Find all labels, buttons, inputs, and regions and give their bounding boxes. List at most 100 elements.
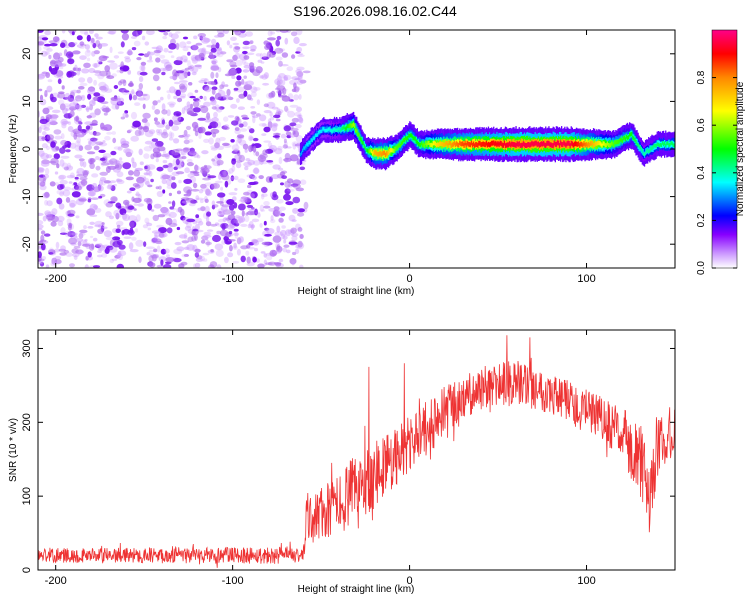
noise-blob xyxy=(86,34,91,42)
noise-blob xyxy=(233,202,238,209)
noise-blob xyxy=(233,175,239,181)
ridge-cell xyxy=(545,143,547,148)
noise-blob xyxy=(200,183,207,189)
noise-blob xyxy=(139,161,144,166)
noise-blob xyxy=(269,116,275,121)
noise-blob xyxy=(115,159,120,164)
ridge-cell xyxy=(650,146,652,151)
noise-blob xyxy=(76,89,81,94)
ridge-cell xyxy=(537,141,539,147)
noise-blob xyxy=(275,262,282,267)
ridge-cell xyxy=(464,140,466,146)
ridge-cell xyxy=(304,146,306,150)
noise-blob xyxy=(215,72,219,79)
ridge-cell xyxy=(488,142,491,148)
noise-blob xyxy=(142,112,151,119)
noise-blob xyxy=(97,223,106,229)
noise-blob xyxy=(197,64,202,69)
noise-blob xyxy=(265,262,273,266)
ridge-cell xyxy=(577,142,579,147)
noise-blob xyxy=(143,146,153,152)
noise-blob xyxy=(260,209,266,212)
noise-blob xyxy=(161,178,167,185)
noise-blob xyxy=(73,255,78,260)
noise-blob xyxy=(178,234,188,239)
noise-blob xyxy=(226,88,231,96)
noise-blob xyxy=(81,68,90,74)
ridge-cell xyxy=(669,142,671,147)
noise-blob xyxy=(218,88,223,91)
noise-blob xyxy=(255,53,262,57)
noise-blob xyxy=(242,143,249,150)
noise-blob xyxy=(123,199,130,206)
noise-blob xyxy=(117,95,121,102)
noise-blob xyxy=(162,189,166,194)
noise-blob xyxy=(210,47,217,53)
ridge-cell xyxy=(518,141,520,147)
noise-blob xyxy=(258,175,264,180)
noise-blob xyxy=(132,94,138,101)
noise-blob xyxy=(170,182,177,189)
noise-blob xyxy=(263,103,269,108)
noise-blob xyxy=(192,171,200,175)
ridge-cell xyxy=(414,136,416,141)
noise-blob xyxy=(132,197,142,203)
noise-blob xyxy=(246,204,254,208)
colorbar-label: Normalized spectral amplitude xyxy=(735,81,746,216)
noise-blob xyxy=(223,94,231,99)
noise-blob xyxy=(160,248,167,255)
ridge-cell xyxy=(388,150,390,155)
noise-blob xyxy=(282,235,288,240)
noise-blob xyxy=(195,165,200,171)
noise-blob xyxy=(98,61,103,65)
noise-blob xyxy=(53,52,61,60)
noise-blob xyxy=(104,135,111,141)
noise-blob xyxy=(110,196,118,203)
noise-blob xyxy=(154,145,161,152)
noise-blob xyxy=(84,144,92,151)
noise-blob xyxy=(146,170,151,176)
noise-blob xyxy=(153,248,158,253)
noise-blob xyxy=(204,237,208,241)
noise-blob xyxy=(94,244,101,249)
noise-blob xyxy=(138,53,145,56)
ridge-cell xyxy=(428,140,430,145)
ridge-cell xyxy=(436,142,439,147)
ridge-cell xyxy=(368,149,371,154)
noise-blob xyxy=(124,57,131,63)
noise-blob xyxy=(152,151,162,158)
ridge-cell xyxy=(658,143,660,148)
ridge-cell xyxy=(322,127,324,131)
ridge-cell xyxy=(640,147,642,151)
noise-blob xyxy=(298,72,303,79)
noise-blob xyxy=(246,94,252,101)
noise-blob xyxy=(238,217,244,223)
noise-blob xyxy=(110,185,116,192)
noise-blob xyxy=(98,149,106,153)
noise-blob xyxy=(77,120,82,124)
noise-blob xyxy=(129,226,134,235)
noise-blob xyxy=(208,51,214,60)
noise-blob xyxy=(180,95,186,99)
noise-blob xyxy=(41,256,47,260)
noise-blob xyxy=(142,125,150,133)
x-tick-label: -100 xyxy=(222,575,244,587)
x-tick-label: -200 xyxy=(45,273,67,285)
noise-blob xyxy=(256,99,261,105)
noise-blob xyxy=(106,160,114,166)
noise-blob xyxy=(119,69,124,74)
noise-blob xyxy=(180,55,188,63)
noise-blob xyxy=(116,160,124,165)
noise-blob xyxy=(272,250,282,254)
noise-blob xyxy=(87,251,92,258)
ridge-cell xyxy=(508,142,510,148)
noise-blob xyxy=(38,258,45,262)
noise-blob xyxy=(130,135,139,142)
ridge-cell xyxy=(646,149,648,154)
ridge-cell xyxy=(344,127,346,132)
noise-blob xyxy=(274,78,283,86)
noise-blob xyxy=(201,186,209,192)
noise-blob xyxy=(269,249,277,257)
noise-blob xyxy=(232,260,240,264)
ridge-cell xyxy=(467,141,469,147)
